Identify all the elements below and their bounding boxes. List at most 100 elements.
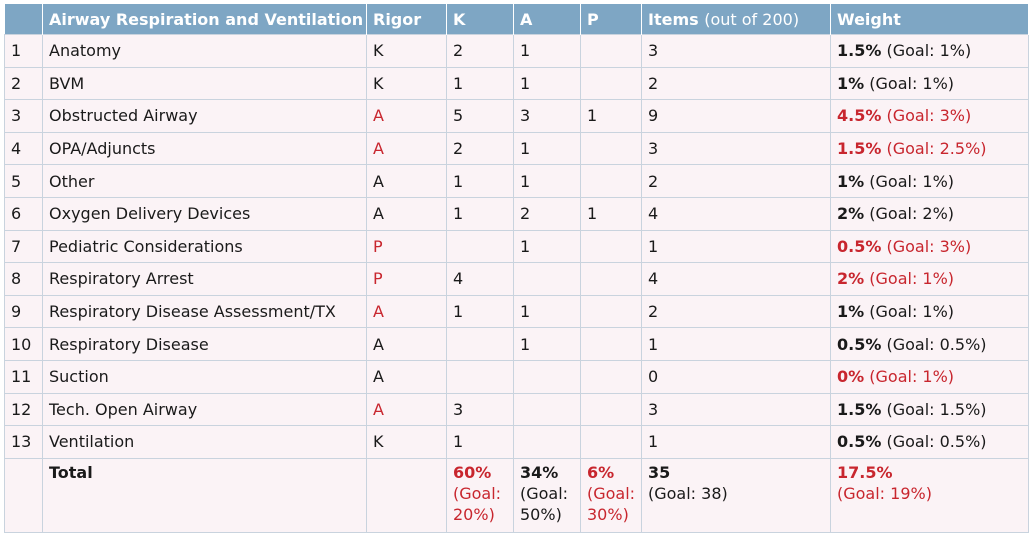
row-rigor: A xyxy=(366,99,447,133)
row-a: 1 xyxy=(513,131,581,166)
row-weight-value: 2% xyxy=(837,269,865,289)
row-p xyxy=(580,66,642,101)
row-topic: OPA/Adjuncts xyxy=(42,131,367,166)
total-weight-value: 17.5% xyxy=(837,462,893,482)
row-weight: 1.5% (Goal: 1%) xyxy=(830,34,1029,68)
row-a xyxy=(513,359,581,394)
header-rigor: Rigor xyxy=(366,4,447,35)
row-weight-value: 1% xyxy=(837,73,865,93)
row-weight-value: 1.5% xyxy=(837,41,882,61)
total-items-value: 35 xyxy=(648,462,671,482)
header-topic: Airway Respiration and Ventilation xyxy=(42,4,367,35)
table-row: 12 Tech. Open Airway A 3 3 1.5% (Goal: 1.5%) xyxy=(4,392,1029,427)
row-k xyxy=(446,327,514,361)
blueprint-table: Airway Respiration and Ventilation Rigor… xyxy=(4,4,1029,533)
row-weight: 0% (Goal: 1%) xyxy=(830,359,1029,394)
row-p xyxy=(580,131,642,166)
table-row: 7 Pediatric Considerations P 1 1 0.5% (Goal: … xyxy=(4,229,1029,264)
row-rigor: A xyxy=(366,131,447,166)
row-number: 7 xyxy=(4,229,43,264)
row-weight-value: 0.5% xyxy=(837,432,882,452)
row-rigor: A xyxy=(366,294,447,329)
total-items-goal: (Goal: 38) xyxy=(648,483,728,503)
row-items: 1 xyxy=(641,425,831,459)
row-k: 3 xyxy=(446,392,514,427)
row-weight-goal: (Goal: 1%) xyxy=(869,171,955,191)
row-weight-value: 2% xyxy=(837,204,865,224)
row-a xyxy=(513,262,581,296)
row-number: 1 xyxy=(4,34,43,68)
row-items: 1 xyxy=(641,229,831,264)
row-p xyxy=(580,294,642,329)
row-items: 2 xyxy=(641,294,831,329)
row-a: 2 xyxy=(513,196,581,231)
row-p xyxy=(580,164,642,198)
row-rigor: P xyxy=(366,229,447,264)
total-rigor xyxy=(366,457,447,533)
row-number: 13 xyxy=(4,425,43,459)
row-a xyxy=(513,425,581,459)
row-p: 1 xyxy=(580,99,642,133)
row-items: 0 xyxy=(641,359,831,394)
table-row: 1 Anatomy K 2 1 3 1.5% (Goal: 1%) xyxy=(4,34,1029,68)
row-weight-goal: (Goal: 0.5%) xyxy=(886,432,987,452)
total-p-goal: (Goal: 30%) xyxy=(587,483,636,524)
row-weight: 1% (Goal: 1%) xyxy=(830,66,1029,101)
row-weight-value: 1% xyxy=(837,302,865,322)
row-a: 1 xyxy=(513,327,581,361)
total-items: 35 (Goal: 38) xyxy=(641,457,831,533)
row-topic: Anatomy xyxy=(42,34,367,68)
row-items: 9 xyxy=(641,99,831,133)
row-weight-goal: (Goal: 1%) xyxy=(869,367,955,387)
total-label: Total xyxy=(42,457,367,533)
row-topic: Suction xyxy=(42,359,367,394)
row-weight-value: 1.5% xyxy=(837,399,882,419)
row-a: 3 xyxy=(513,99,581,133)
row-k xyxy=(446,229,514,264)
row-weight-goal: (Goal: 1%) xyxy=(869,269,955,289)
row-weight: 1.5% (Goal: 1.5%) xyxy=(830,392,1029,427)
row-items: 1 xyxy=(641,327,831,361)
total-num xyxy=(4,457,43,533)
total-p: 6% (Goal: 30%) xyxy=(580,457,642,533)
row-weight: 2% (Goal: 1%) xyxy=(830,262,1029,296)
row-k: 1 xyxy=(446,66,514,101)
row-number: 2 xyxy=(4,66,43,101)
row-weight-goal: (Goal: 1%) xyxy=(886,41,972,61)
row-rigor: A xyxy=(366,392,447,427)
row-a: 1 xyxy=(513,66,581,101)
row-p xyxy=(580,392,642,427)
row-number: 11 xyxy=(4,359,43,394)
row-rigor: P xyxy=(366,262,447,296)
row-weight: 1% (Goal: 1%) xyxy=(830,164,1029,198)
row-items: 3 xyxy=(641,392,831,427)
row-number: 12 xyxy=(4,392,43,427)
total-a-value: 34% xyxy=(520,462,559,482)
table-row: 5 Other A 1 1 2 1% (Goal: 1%) xyxy=(4,164,1029,198)
row-weight-value: 0% xyxy=(837,367,865,387)
row-number: 8 xyxy=(4,262,43,296)
row-number: 10 xyxy=(4,327,43,361)
header-k: K xyxy=(446,4,514,35)
row-weight: 2% (Goal: 2%) xyxy=(830,196,1029,231)
total-a-goal: (Goal: 50%) xyxy=(520,483,569,524)
row-weight-goal: (Goal: 3%) xyxy=(886,236,972,256)
row-weight-goal: (Goal: 3%) xyxy=(886,106,972,126)
row-k: 2 xyxy=(446,131,514,166)
row-topic: Respiratory Disease xyxy=(42,327,367,361)
row-k: 4 xyxy=(446,262,514,296)
total-k-goal: (Goal: 20%) xyxy=(453,483,502,524)
row-k: 5 xyxy=(446,99,514,133)
table-row: 2 BVM K 1 1 2 1% (Goal: 1%) xyxy=(4,66,1029,101)
row-topic: Respiratory Disease Assessment/TX xyxy=(42,294,367,329)
header-weight: Weight xyxy=(830,4,1029,35)
row-topic: Ventilation xyxy=(42,425,367,459)
header-a: A xyxy=(513,4,581,35)
row-k: 2 xyxy=(446,34,514,68)
table-row: 4 OPA/Adjuncts A 2 1 3 1.5% (Goal: 2.5%) xyxy=(4,131,1029,166)
row-rigor: A xyxy=(366,196,447,231)
row-weight-value: 1.5% xyxy=(837,139,882,159)
row-topic: Respiratory Arrest xyxy=(42,262,367,296)
table-row: 9 Respiratory Disease Assessment/TX A 1 1 2 1%… xyxy=(4,294,1029,329)
row-topic: Tech. Open Airway xyxy=(42,392,367,427)
